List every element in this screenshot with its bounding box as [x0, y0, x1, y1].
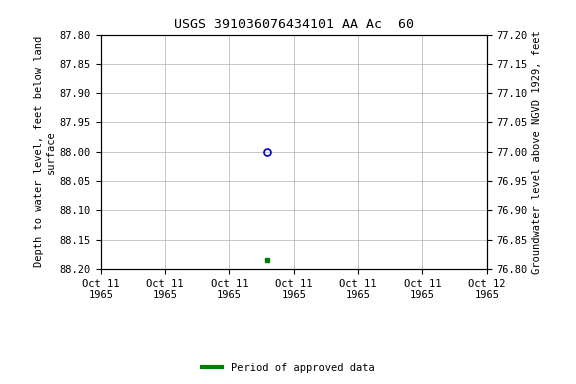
Title: USGS 391036076434101 AA Ac  60: USGS 391036076434101 AA Ac 60: [174, 18, 414, 31]
Y-axis label: Groundwater level above NGVD 1929, feet: Groundwater level above NGVD 1929, feet: [532, 30, 542, 273]
Legend: Period of approved data: Period of approved data: [198, 359, 378, 377]
Y-axis label: Depth to water level, feet below land
surface: Depth to water level, feet below land su…: [34, 36, 56, 267]
